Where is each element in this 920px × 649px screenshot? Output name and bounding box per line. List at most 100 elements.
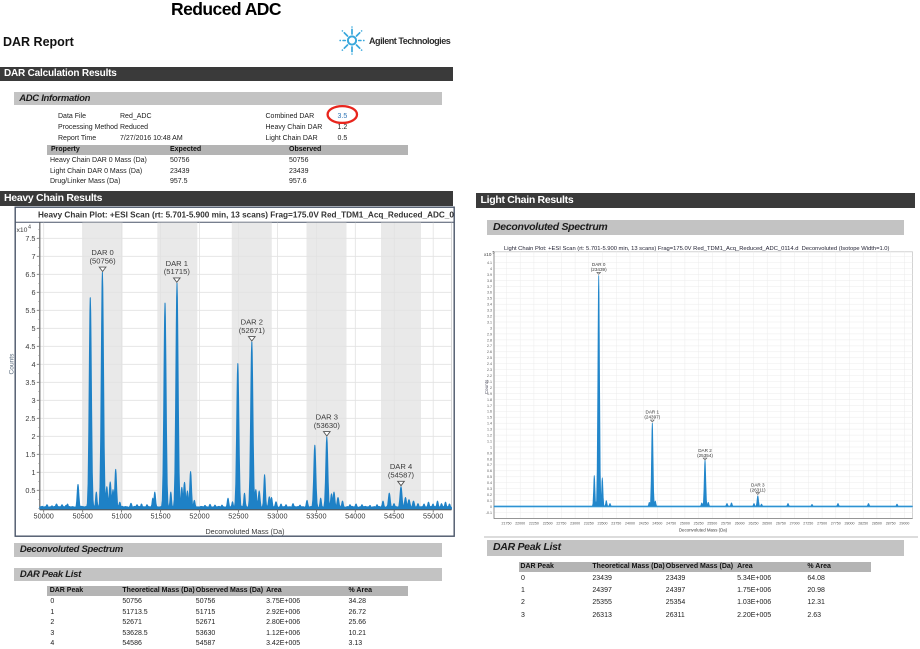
svg-text:26250: 26250 [749,522,759,526]
svg-text:22500: 22500 [543,522,553,526]
svg-text:1.8: 1.8 [487,398,492,402]
svg-text:23750: 23750 [611,522,621,526]
svg-text:(50756): (50756) [90,256,117,265]
svg-text:3.4: 3.4 [487,303,492,307]
svg-text:24750: 24750 [666,522,676,526]
svg-text:DAR 3: DAR 3 [751,482,765,487]
svg-text:28500: 28500 [872,522,882,526]
svg-text:55000: 55000 [423,512,443,521]
svg-text:2: 2 [490,386,492,390]
svg-text:3: 3 [31,396,35,405]
svg-text:53000: 53000 [267,512,287,521]
svg-text:28000: 28000 [845,522,855,526]
svg-text:DAR 0: DAR 0 [91,248,113,257]
svg-text:2.8: 2.8 [487,338,492,342]
svg-text:DAR 2: DAR 2 [241,318,263,327]
svg-text:(54587): (54587) [388,471,415,480]
svg-text:DAR 4: DAR 4 [390,462,412,471]
svg-text:2.3: 2.3 [487,368,492,372]
svg-text:x10: x10 [17,227,28,234]
svg-text:1.3: 1.3 [487,428,492,432]
svg-text:0.3: 0.3 [487,487,492,491]
svg-text:2.4: 2.4 [487,362,492,366]
svg-text:0.7: 0.7 [487,463,492,467]
svg-text:52000: 52000 [189,512,209,521]
svg-text:2.5: 2.5 [487,356,492,360]
svg-text:5: 5 [31,324,35,333]
svg-text:24500: 24500 [652,522,662,526]
svg-text:3.1: 3.1 [487,320,492,324]
svg-text:2: 2 [31,432,35,441]
svg-text:DAR 0: DAR 0 [592,262,606,267]
svg-text:0.1: 0.1 [487,499,492,503]
svg-text:27250: 27250 [803,522,813,526]
svg-text:54500: 54500 [384,512,404,521]
svg-text:26750: 26750 [776,522,786,526]
svg-text:1.9: 1.9 [487,392,492,396]
svg-text:51000: 51000 [111,512,131,521]
svg-text:(53630): (53630) [314,421,341,430]
svg-text:3.5: 3.5 [487,297,492,301]
svg-text:2.7: 2.7 [487,344,492,348]
svg-text:DAR 1: DAR 1 [166,259,188,268]
svg-text:(51715): (51715) [164,267,191,276]
svg-text:1.7: 1.7 [487,404,492,408]
svg-text:5.5: 5.5 [25,306,35,315]
svg-text:25500: 25500 [707,522,717,526]
svg-text:Deconvoluted Mass (Da): Deconvoluted Mass (Da) [679,528,728,533]
svg-text:Deconvoluted Mass (Da): Deconvoluted Mass (Da) [205,527,284,536]
svg-text:1: 1 [490,445,492,449]
svg-text:27500: 27500 [817,522,827,526]
svg-text:2.5: 2.5 [25,414,35,423]
svg-text:0.2: 0.2 [487,493,492,497]
svg-text:0.6: 0.6 [487,469,492,473]
svg-text:(26311): (26311) [750,487,766,492]
svg-text:(25354): (25354) [697,453,713,458]
svg-text:2.2: 2.2 [487,374,492,378]
svg-text:22250: 22250 [529,522,539,526]
svg-text:54000: 54000 [345,512,365,521]
svg-text:53500: 53500 [306,512,326,521]
svg-text:3.2: 3.2 [487,315,492,319]
svg-text:0.5: 0.5 [487,475,492,479]
svg-text:6.5: 6.5 [25,270,35,279]
svg-text:3: 3 [490,326,492,330]
svg-text:51500: 51500 [150,512,170,521]
svg-text:23250: 23250 [584,522,594,526]
svg-text:7.5: 7.5 [25,234,35,243]
svg-text:25000: 25000 [680,522,690,526]
svg-text:21750: 21750 [502,522,512,526]
svg-text:28250: 28250 [858,522,868,526]
svg-text:1.6: 1.6 [487,410,492,414]
svg-text:23500: 23500 [598,522,608,526]
svg-text:0.8: 0.8 [487,457,492,461]
svg-text:(24397): (24397) [644,415,660,420]
svg-text:27750: 27750 [831,522,841,526]
svg-text:1.5: 1.5 [487,416,492,420]
svg-text:Agilent Technologies: Agilent Technologies [369,36,451,46]
svg-text:3.9: 3.9 [487,273,492,277]
svg-text:22000: 22000 [515,522,525,526]
svg-text:(23439): (23439) [591,267,607,272]
svg-text:50500: 50500 [73,512,93,521]
svg-text:DAR 1: DAR 1 [646,410,660,415]
svg-text:2.9: 2.9 [487,332,492,336]
svg-text:4.5: 4.5 [25,342,35,351]
svg-text:22750: 22750 [556,522,566,526]
svg-text:3.3: 3.3 [487,309,492,313]
svg-text:1.4: 1.4 [487,422,492,426]
svg-text:4: 4 [490,267,492,271]
svg-text:0.5: 0.5 [25,486,35,495]
svg-text:3.6: 3.6 [487,291,492,295]
svg-text:3.7: 3.7 [487,285,492,289]
svg-text:2.1: 2.1 [487,380,492,384]
svg-text:DAR 2: DAR 2 [698,448,712,453]
svg-text:0.4: 0.4 [487,481,492,485]
svg-text:0: 0 [490,505,492,509]
svg-text:2.6: 2.6 [487,350,492,354]
svg-text:23000: 23000 [570,522,580,526]
svg-text:Light Chain Plot: +ESI Scan (r: Light Chain Plot: +ESI Scan (rt: 5.701-5… [504,246,890,252]
svg-text:x10: x10 [484,252,492,257]
svg-text:Counts: Counts [484,379,489,394]
svg-text:25250: 25250 [694,522,704,526]
